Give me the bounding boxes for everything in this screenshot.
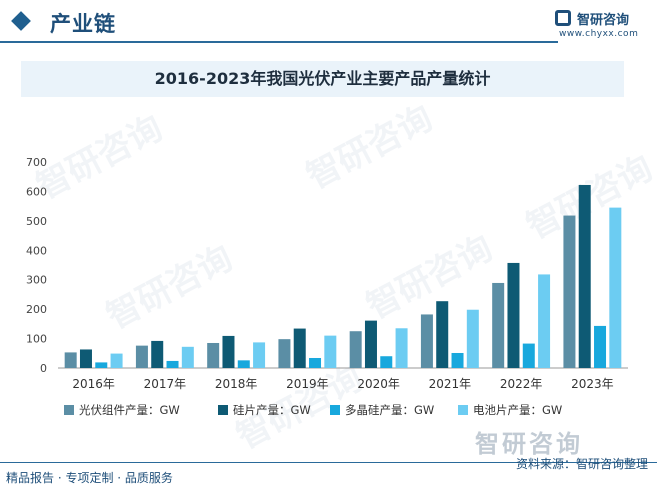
x-tick-label: 2019年 [286,377,329,391]
brand-url: www.chyxx.com [559,29,639,39]
x-tick-label: 2018年 [215,377,258,391]
bar [466,309,479,368]
diamond-icon [11,11,31,31]
bar [420,314,433,368]
bar [563,215,576,368]
page-title: 产业链 [50,12,116,36]
legend-label: 硅片产量：GW [233,403,311,417]
legend-swatch [218,405,228,415]
bar [324,335,337,368]
bar [166,360,179,368]
legend-label: 电池片产量：GW [473,403,562,417]
x-tick-label: 2020年 [357,377,400,391]
bar [151,340,164,368]
bar [609,207,622,368]
y-tick-label: 700 [26,156,47,169]
brand-name: 智研咨询 [577,13,630,28]
watermark-logo: 智研咨询 [475,430,583,458]
bar [538,274,551,368]
bar [79,349,92,368]
legend-swatch [458,405,468,415]
bar [253,342,266,368]
bar [507,262,520,368]
bar [181,346,194,368]
y-tick-label: 200 [26,303,47,316]
y-tick-label: 600 [26,185,47,198]
bar [222,335,235,368]
footer-divider [0,462,657,463]
bar [349,331,362,368]
x-tick-label: 2022年 [500,377,543,391]
footer-tagline: 精品报告 · 专项定制 · 品质服务 [6,471,173,485]
page-header: 产业链 智研咨询 www.chyxx.com [0,0,657,44]
x-tick-label: 2021年 [429,377,472,391]
bar [293,328,306,368]
bar [594,325,607,368]
bar [364,320,377,368]
y-tick-label: 300 [26,274,47,287]
logo-icon [555,10,571,26]
bar [237,360,250,368]
bar [436,301,449,368]
bar [64,352,77,368]
x-tick-label: 2017年 [144,377,187,391]
x-tick-label: 2023年 [571,377,614,391]
y-tick-label: 100 [26,333,47,346]
legend-swatch [64,405,74,415]
bar [309,357,322,368]
chart-title: 2016-2023年我国光伏产业主要产品产量统计 [154,69,491,88]
chart-title-band: 2016-2023年我国光伏产业主要产品产量统计 [21,61,624,97]
bar [207,342,220,368]
legend-swatch [330,405,340,415]
bar [492,282,505,368]
bar [278,339,291,368]
bar-chart: 0 100 200 300 400 500 600 700 2016年 2017年 2018年 201… [26,156,628,417]
legend-label: 多晶硅产量：GW [345,403,434,417]
bar [110,353,123,368]
y-tick-label: 400 [26,244,47,257]
y-tick-label: 500 [26,215,47,228]
bar [380,356,393,368]
bar [395,328,408,368]
brand-logo: 智研咨询 www.chyxx.com [555,8,645,39]
bar [135,345,148,368]
x-tick-label: 2016年 [72,377,115,391]
header-divider [0,41,558,43]
bar [578,184,591,368]
bar [522,343,535,368]
bar [451,352,464,368]
source-note: 资料来源：智研咨询整理 [515,457,648,471]
bar [95,362,108,368]
legend-label: 光伏组件产量：GW [79,403,180,417]
y-tick-label: 0 [40,362,47,375]
